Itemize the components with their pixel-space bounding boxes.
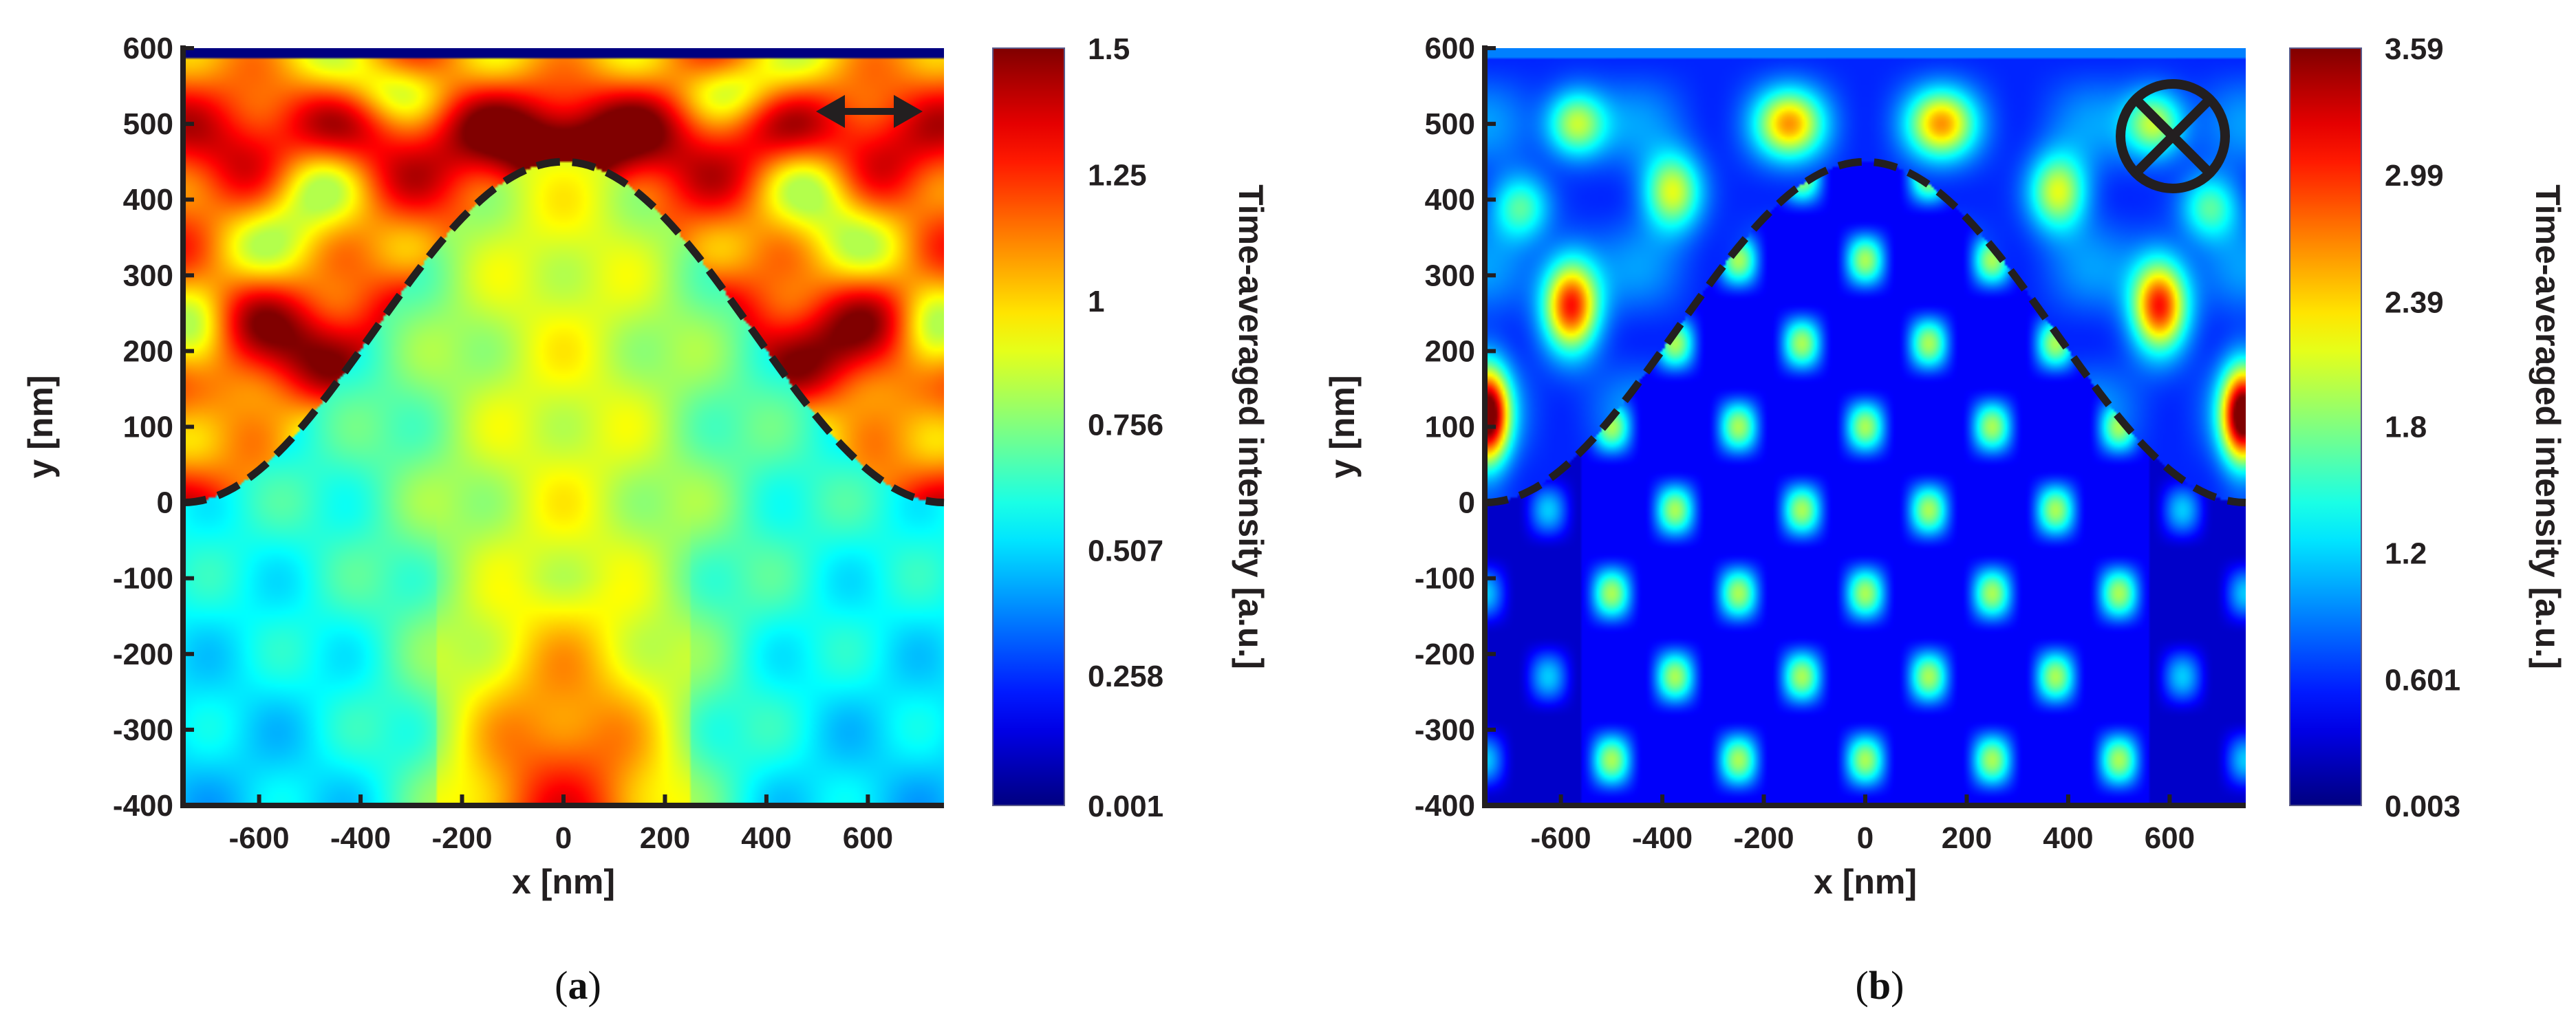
y-tick-label: 400 — [123, 183, 173, 217]
x-tick-label: 600 — [843, 821, 893, 855]
caption-letter: b — [1869, 963, 1891, 1008]
colorbar-tick-label: 0.001 — [1088, 790, 1163, 823]
x-tick-label: -400 — [330, 821, 391, 855]
y-tick-label: -400 — [1415, 789, 1475, 823]
y-tick-label: 600 — [123, 32, 173, 65]
surface-profile-dashed-line — [182, 158, 945, 507]
x-tick-label: 200 — [1942, 821, 1992, 855]
y-tick-label: 0 — [1459, 486, 1475, 520]
x-tick-label: 0 — [1857, 821, 1874, 855]
colorbar-tick-label: 1.25 — [1088, 159, 1147, 193]
y-tick-label: -300 — [113, 713, 173, 747]
colorbar-tick-label: 2.99 — [2385, 159, 2444, 193]
y-tick-label: 600 — [1425, 32, 1475, 65]
x-tick-label: 400 — [2043, 821, 2093, 855]
y-tick-label: 500 — [1425, 107, 1475, 141]
y-tick-label: -300 — [1415, 713, 1475, 747]
polarization-circled-cross-icon — [2116, 79, 2230, 193]
x-tick-label: 0 — [555, 821, 572, 855]
x-tick-label: -200 — [431, 821, 492, 855]
colorbar-tick-label: 1.8 — [2385, 410, 2427, 444]
panel-caption: (b) — [1856, 963, 1904, 1008]
y-tick-label: 300 — [1425, 259, 1475, 292]
colorbar-tick-label: 0.601 — [2385, 663, 2460, 697]
colorbar — [992, 47, 1065, 806]
y-tick-label: 300 — [123, 259, 173, 292]
x-tick-label: 200 — [640, 821, 690, 855]
y-tick-label: -100 — [1415, 562, 1475, 596]
colorbar-tick-label: 1.2 — [2385, 537, 2427, 571]
colorbar-tick-label: 0.507 — [1088, 534, 1163, 567]
y-tick-label: 100 — [123, 411, 173, 444]
colorbar-tick-label: 1 — [1088, 285, 1104, 318]
polarization-arrow-right-head — [894, 95, 923, 128]
caption-paren-close: ) — [1891, 963, 1904, 1008]
x-tick-label: -200 — [1733, 821, 1794, 855]
y-tick-label: 200 — [1425, 334, 1475, 368]
y-tick-label: -100 — [113, 562, 173, 596]
colorbar-label: Time-averaged intensity [a.u.] — [2529, 184, 2567, 669]
y-tick-label: 200 — [123, 334, 173, 368]
x-tick-label: -600 — [1531, 821, 1591, 855]
colorbar-tick-label: 0.003 — [2385, 790, 2460, 823]
panel-a: 600 500 400 300 200 100 0 -100 -200 -300 -400 -600 -… — [21, 32, 1270, 1008]
x-tick-label: -600 — [229, 821, 290, 855]
y-axis-label: y [nm] — [1323, 376, 1362, 479]
caption-paren-open: ( — [1856, 963, 1869, 1008]
caption-paren-close: ) — [588, 963, 601, 1008]
intensity-heatmap — [1485, 48, 2246, 805]
x-axis-label: x [nm] — [1814, 863, 1917, 901]
y-tick-label: 0 — [157, 486, 173, 520]
x-tick-label: 400 — [741, 821, 791, 855]
caption-letter: a — [568, 963, 588, 1008]
colorbar-tick-label: 3.59 — [2385, 32, 2444, 66]
colorbar-tick-label: 2.39 — [2385, 285, 2444, 319]
y-tick-label: 400 — [1425, 183, 1475, 217]
colorbar-tick-label: 0.258 — [1088, 660, 1163, 693]
x-tick-label: -400 — [1632, 821, 1693, 855]
x-tick-label: 600 — [2145, 821, 2195, 855]
colorbar-label: Time-averaged intensity [a.u.] — [1232, 184, 1270, 669]
x-axis-label: x [nm] — [512, 863, 615, 901]
y-tick-label: 500 — [123, 107, 173, 141]
intensity-heatmap — [183, 48, 944, 805]
y-tick-label: -400 — [113, 789, 173, 823]
polarization-cross-line — [2132, 96, 2213, 177]
y-axis-label: y [nm] — [21, 376, 60, 479]
colorbar-tick-label: 0.756 — [1088, 408, 1163, 442]
panel-caption: (a) — [555, 963, 601, 1008]
caption-paren-open: ( — [555, 963, 568, 1008]
y-tick-label: -200 — [113, 638, 173, 671]
panel-b: 600 500 400 300 200 100 0 -100 -200 -300 -400 -600 -… — [1323, 32, 2567, 1008]
colorbar — [2289, 47, 2362, 806]
y-tick-label: -200 — [1415, 638, 1475, 671]
polarization-arrow-left-head — [816, 95, 845, 128]
y-tick-label: 100 — [1425, 411, 1475, 444]
colorbar-tick-label: 1.5 — [1088, 32, 1130, 66]
surface-profile-dashed-line — [1484, 158, 2246, 507]
